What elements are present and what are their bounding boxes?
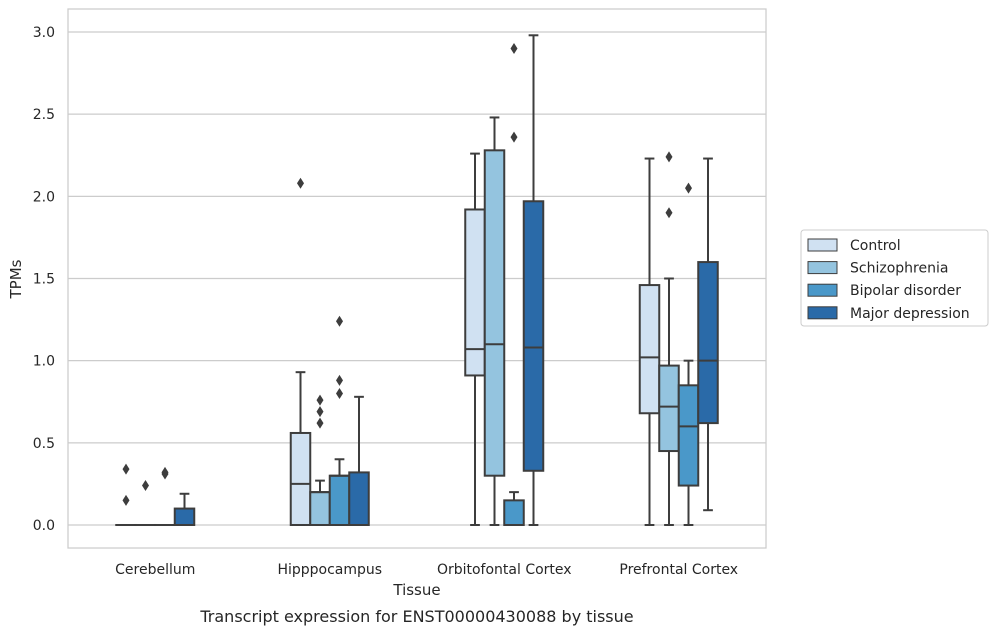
box-bipolar-disorder	[155, 467, 175, 525]
outlier-point	[336, 388, 343, 399]
box-schizophrenia	[485, 117, 505, 525]
y-tick-label: 2.0	[33, 189, 55, 205]
outlier-point	[666, 207, 673, 218]
x-tick-label: Cerebellum	[115, 562, 195, 578]
box-major-depression	[349, 397, 369, 525]
box-body	[330, 476, 350, 525]
outlier-point	[511, 43, 518, 54]
outlier-point	[666, 151, 673, 162]
box-body	[524, 201, 544, 471]
outlier-point	[142, 480, 149, 491]
outlier-point	[511, 132, 518, 143]
legend-entry-label: Schizophrenia	[850, 261, 948, 277]
box-schizophrenia	[136, 480, 156, 525]
box-major-depression	[524, 35, 544, 525]
outlier-point	[685, 183, 692, 194]
legend-swatch	[808, 239, 837, 251]
y-tick-label: 1.0	[33, 354, 55, 370]
y-tick-label: 1.5	[33, 272, 55, 288]
outlier-point	[317, 395, 324, 406]
box-major-depression	[698, 159, 718, 511]
outlier-point	[336, 375, 343, 386]
legend-swatch	[808, 307, 837, 319]
box-control	[116, 464, 136, 525]
y-tick-label: 0.5	[33, 436, 55, 452]
box-body	[175, 509, 195, 525]
y-tick-label: 2.5	[33, 107, 55, 123]
box-control	[291, 178, 311, 525]
outlier-point	[123, 495, 130, 506]
box-body	[640, 285, 660, 413]
box-body	[659, 366, 679, 451]
x-tick-label: Prefrontal Cortex	[619, 562, 738, 578]
box-body	[465, 209, 485, 375]
box-body	[485, 150, 505, 475]
legend-entry-label: Control	[850, 238, 901, 254]
legend-swatch	[808, 262, 837, 274]
box-body	[291, 433, 311, 525]
box-body	[679, 385, 699, 485]
outlier-point	[336, 316, 343, 327]
box-body	[349, 472, 369, 525]
y-tick-label: 3.0	[33, 25, 55, 41]
outlier-point	[123, 464, 130, 475]
box-body	[504, 500, 524, 525]
outlier-point	[162, 467, 169, 478]
boxes	[116, 35, 718, 525]
box-bipolar-disorder	[504, 43, 524, 525]
y-axis-ticks: 0.0 0.5 1.0 1.5 2.0 2.5 3.0	[33, 25, 55, 534]
x-axis-ticks: Cerebellum Hipppocampus Orbitofontal Corte…	[115, 562, 738, 578]
legend-swatch	[808, 284, 837, 296]
box-bipolar-disorder	[330, 316, 350, 525]
chart-caption: Transcript expression for ENST0000043008…	[199, 607, 633, 626]
box-bipolar-disorder	[679, 183, 699, 525]
x-tick-label: Orbitofontal Cortex	[437, 562, 572, 578]
legend: Control Schizophrenia Bipolar disorder Majo…	[801, 230, 988, 326]
outlier-point	[317, 418, 324, 429]
outlier-point	[297, 178, 304, 189]
y-axis-label: TPMs	[7, 259, 25, 299]
box-schizophrenia	[659, 151, 679, 525]
box-schizophrenia	[310, 395, 330, 525]
box-control	[640, 159, 660, 525]
box-body	[698, 262, 718, 423]
y-tick-label: 0.0	[33, 518, 55, 534]
x-axis-label: Tissue	[392, 581, 440, 599]
legend-entry-label: Major depression	[850, 306, 970, 322]
box-major-depression	[175, 494, 195, 525]
legend-entry-label: Bipolar disorder	[850, 283, 961, 299]
box-control	[465, 154, 485, 525]
box-body	[310, 492, 330, 525]
x-tick-label: Hipppocampus	[277, 562, 382, 578]
outlier-point	[317, 406, 324, 417]
